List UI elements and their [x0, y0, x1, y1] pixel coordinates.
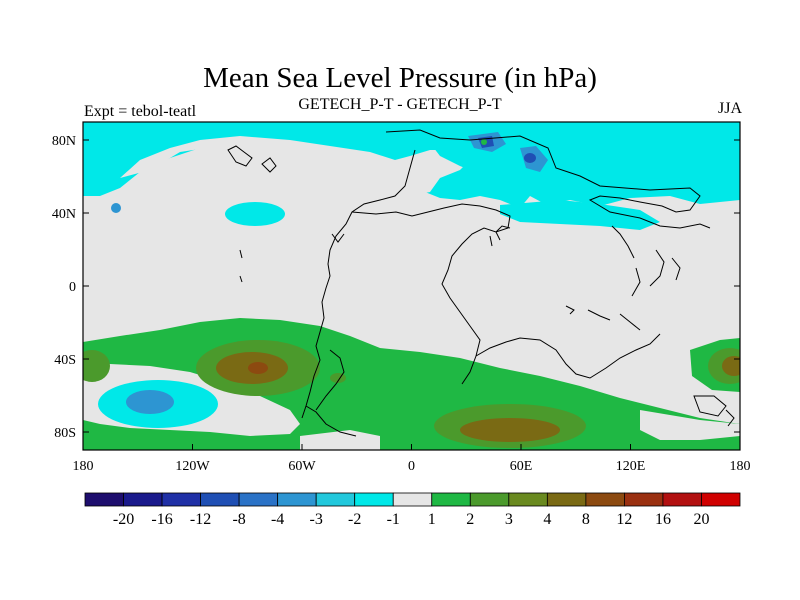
colorbar-label: 8 — [582, 511, 590, 528]
colorbar-swatch — [662, 492, 702, 507]
colorbar-swatch — [546, 492, 587, 507]
colorbar-label: -3 — [310, 511, 323, 528]
x-tick-180w: 180 — [73, 459, 94, 474]
colorbar-swatch — [161, 492, 201, 507]
colorbar-label: -2 — [348, 511, 361, 528]
colorbar-swatch — [238, 492, 279, 507]
colorbar-swatch — [200, 492, 240, 507]
colorbar-label: 20 — [693, 511, 709, 528]
colorbar-swatch — [624, 492, 664, 507]
neutral-patch-arctic — [120, 136, 470, 194]
y-tick-80s: 80S — [54, 426, 76, 441]
colorbar-label: 12 — [616, 511, 632, 528]
x-tick-0: 0 — [408, 459, 415, 474]
x-tick-120e: 120E — [616, 459, 646, 474]
y-tick-marks — [83, 139, 740, 433]
x-tick-60w: 60W — [288, 459, 316, 474]
season-label: JJA — [717, 100, 742, 117]
colorbar-label: 2 — [466, 511, 474, 528]
colorbar-swatch — [701, 492, 741, 507]
neutral-patch-indian — [640, 410, 740, 440]
blue-patch-siberia — [524, 153, 536, 163]
x-tick-60e: 60E — [510, 459, 533, 474]
colorbar-swatch — [123, 492, 163, 507]
map-title: Mean Sea Level Pressure (in hPa) — [203, 62, 597, 94]
lightblue-patch — [111, 203, 121, 213]
x-tick-120w: 120W — [175, 459, 210, 474]
colorbar-label: -1 — [387, 511, 400, 528]
colorbar-swatch — [84, 492, 124, 507]
colorbar-swatch — [277, 492, 317, 507]
x-tick-180e: 180 — [730, 459, 751, 474]
y-tick-80n: 80N — [52, 134, 76, 149]
cyan-patch-eurasia — [500, 200, 660, 230]
colorbar — [84, 492, 741, 507]
green-dot-arctic — [481, 139, 487, 145]
colorbar-swatch — [431, 492, 471, 507]
brown-high-east-edge — [722, 356, 740, 376]
experiment-label: Expt = tebol-teatl — [84, 103, 197, 120]
brown-high-indian — [460, 418, 560, 442]
colorbar-swatch — [315, 492, 356, 507]
colorbar-labels: -20 -16 -12 -8 -4 -3 -2 -1 1 2 3 4 8 12 16 20 — [113, 511, 710, 528]
colorbar-swatch — [585, 492, 625, 507]
colorbar-label: 3 — [505, 511, 513, 528]
colorbar-label: -12 — [190, 511, 211, 528]
colorbar-label: -20 — [113, 511, 134, 528]
colorbar-label: -4 — [271, 511, 284, 528]
y-tick-40s: 40S — [54, 353, 76, 368]
x-tick-marks — [82, 444, 741, 450]
dataset-label: GETECH_P-T - GETECH_P-T — [298, 96, 502, 113]
y-tick-40n: 40N — [52, 207, 76, 222]
colorbar-swatch — [392, 492, 433, 507]
olive-high-west-edge — [83, 350, 110, 382]
y-tick-labels: 80N 40N 0 40S 80S — [52, 134, 76, 441]
x-tick-labels: 180 120W 60W 0 60E 120E 180 — [73, 459, 751, 474]
colorbar-label: 16 — [655, 511, 671, 528]
colorbar-label: 4 — [543, 511, 551, 528]
darkbrown-high-pacific — [248, 362, 268, 374]
colorbar-swatch — [508, 492, 548, 507]
coastlines — [227, 129, 735, 437]
contour-field — [83, 122, 740, 450]
y-tick-0: 0 — [69, 280, 76, 295]
colorbar-label: -8 — [232, 511, 245, 528]
colorbar-label: 1 — [428, 511, 436, 528]
colorbar-label: -16 — [151, 511, 172, 528]
lightblue-patch-south-pacific — [126, 390, 174, 414]
colorbar-swatch — [469, 492, 510, 507]
colorbar-swatch — [354, 492, 394, 507]
cyan-patch-pacific — [225, 202, 285, 226]
neutral-patch-antarctic — [300, 430, 380, 450]
